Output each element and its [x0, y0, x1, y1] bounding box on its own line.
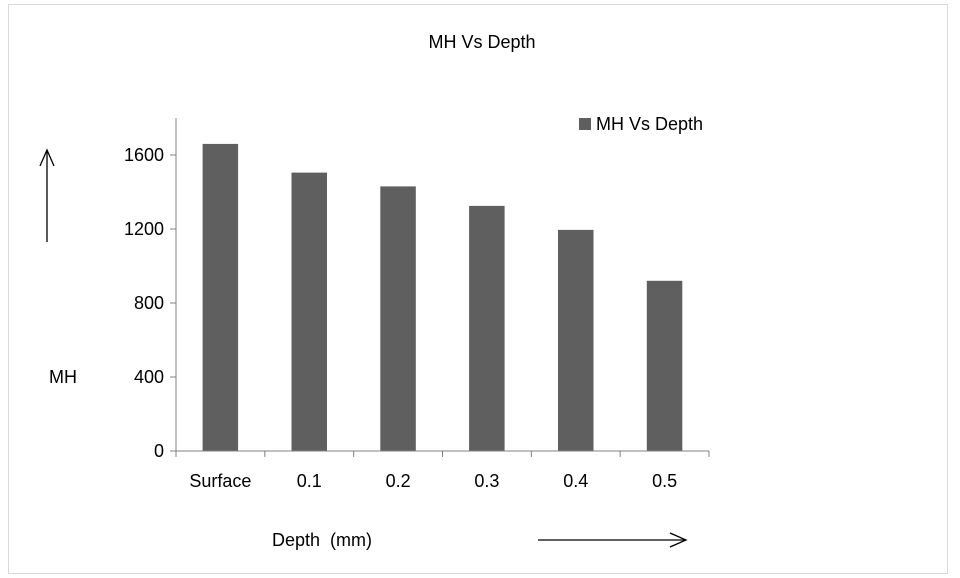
- x-tick-label: 0.5: [652, 471, 677, 491]
- y-tick-label: 0: [154, 441, 164, 461]
- y-axis-label: MH: [49, 367, 77, 387]
- bar-0-1: [291, 172, 327, 451]
- x-axis-arrow-icon: [538, 532, 688, 548]
- x-tick-label: 0.3: [474, 471, 499, 491]
- bar-0-4: [558, 229, 594, 451]
- legend-label: MH Vs Depth: [596, 114, 703, 134]
- x-tick-label: 0.2: [386, 471, 411, 491]
- y-axis-ticks: 0 400 800 1200 1600: [124, 145, 176, 461]
- chart-title: MH Vs Depth: [428, 32, 535, 52]
- y-tick-label: 1600: [124, 145, 164, 165]
- legend-swatch: [579, 118, 591, 130]
- y-axis-arrow-icon: [39, 148, 55, 242]
- x-axis-ticks: Surface 0.1 0.2 0.3 0.4 0.5: [175, 451, 710, 491]
- x-tick-label: 0.1: [297, 471, 322, 491]
- x-tick-label: 0.4: [563, 471, 588, 491]
- bar-0-3: [469, 205, 505, 451]
- y-tick-label: 1200: [124, 219, 164, 239]
- x-axis-label: Depth (mm): [272, 530, 372, 550]
- bar-0-2: [380, 186, 416, 451]
- bar-0-5: [646, 280, 683, 451]
- x-tick-label: Surface: [189, 471, 251, 491]
- bar-surface: [202, 143, 239, 451]
- legend: MH Vs Depth: [579, 114, 703, 134]
- y-tick-label: 800: [134, 293, 164, 313]
- y-tick-label: 400: [134, 367, 164, 387]
- bar-group: [202, 143, 683, 451]
